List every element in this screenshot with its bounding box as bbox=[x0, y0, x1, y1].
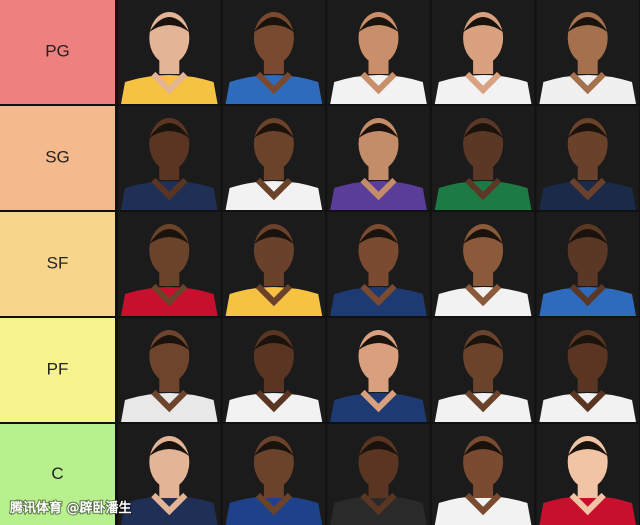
hair bbox=[358, 123, 399, 138]
player-photo bbox=[536, 106, 639, 210]
hair bbox=[253, 123, 294, 138]
player-photo bbox=[536, 424, 639, 525]
player-photo bbox=[118, 318, 221, 422]
player-photo bbox=[431, 106, 535, 210]
player-photo bbox=[431, 212, 535, 316]
collar bbox=[569, 283, 606, 307]
player-photo bbox=[431, 424, 535, 525]
tier-label-box bbox=[0, 318, 115, 422]
hair bbox=[253, 335, 294, 350]
tier-label-box bbox=[0, 212, 115, 316]
player-photo bbox=[327, 424, 430, 525]
hair bbox=[149, 441, 190, 456]
hair bbox=[149, 229, 190, 244]
hair bbox=[463, 441, 504, 456]
hair bbox=[463, 335, 504, 350]
tier-label-box bbox=[0, 424, 115, 525]
collar bbox=[255, 177, 293, 201]
player-photo bbox=[118, 0, 221, 104]
collar bbox=[464, 389, 502, 413]
collar bbox=[255, 283, 293, 307]
player-photo bbox=[118, 424, 221, 525]
collar bbox=[569, 71, 606, 95]
hair bbox=[567, 441, 608, 456]
hair bbox=[358, 17, 399, 32]
tier-label: PG bbox=[45, 41, 70, 60]
hair bbox=[253, 17, 294, 32]
tier-label-box bbox=[0, 106, 115, 210]
hair bbox=[567, 123, 608, 138]
player-photo bbox=[536, 212, 639, 316]
player-photo bbox=[222, 0, 326, 104]
hair bbox=[358, 229, 399, 244]
collar bbox=[360, 71, 397, 95]
hair bbox=[149, 335, 190, 350]
collar bbox=[569, 492, 606, 516]
player-photo bbox=[536, 0, 639, 104]
hair bbox=[567, 17, 608, 32]
hair bbox=[358, 335, 399, 350]
collar bbox=[360, 492, 397, 516]
player-photo bbox=[222, 212, 326, 316]
hair bbox=[567, 229, 608, 244]
player-photo bbox=[327, 106, 430, 210]
collar bbox=[464, 492, 502, 516]
tier-label: C bbox=[51, 464, 63, 483]
player-photo bbox=[536, 318, 639, 422]
tier-label: SF bbox=[47, 253, 69, 272]
hair bbox=[253, 229, 294, 244]
hair bbox=[358, 441, 399, 456]
watermark: 腾讯体育 @辟卧潘生 bbox=[9, 500, 132, 516]
hair bbox=[463, 17, 504, 32]
hair bbox=[567, 335, 608, 350]
tier-label: SG bbox=[45, 147, 70, 166]
collar bbox=[464, 283, 502, 307]
tier-label-box bbox=[0, 0, 115, 104]
player-photo bbox=[222, 318, 326, 422]
collar bbox=[360, 283, 397, 307]
player-photo bbox=[118, 106, 221, 210]
collar bbox=[360, 389, 397, 413]
hair bbox=[149, 17, 190, 32]
player-photo bbox=[431, 318, 535, 422]
player-photo bbox=[222, 106, 326, 210]
hair bbox=[463, 229, 504, 244]
collar bbox=[151, 283, 188, 307]
collar bbox=[464, 177, 502, 201]
collar bbox=[151, 177, 188, 201]
player-photo bbox=[327, 0, 430, 104]
player-photo bbox=[327, 212, 430, 316]
collar bbox=[569, 177, 606, 201]
player-photo bbox=[118, 212, 221, 316]
collar bbox=[255, 492, 293, 516]
collar bbox=[255, 389, 293, 413]
collar bbox=[255, 71, 293, 95]
player-photo bbox=[327, 318, 430, 422]
collar bbox=[569, 389, 606, 413]
collar bbox=[151, 71, 188, 95]
collar bbox=[151, 389, 188, 413]
tier-label: PF bbox=[47, 359, 69, 378]
hair bbox=[253, 441, 294, 456]
collar bbox=[464, 71, 502, 95]
collar bbox=[360, 177, 397, 201]
player-photo bbox=[431, 0, 535, 104]
hair bbox=[149, 123, 190, 138]
collar bbox=[151, 492, 188, 516]
hair bbox=[463, 123, 504, 138]
player-photo bbox=[222, 424, 326, 525]
